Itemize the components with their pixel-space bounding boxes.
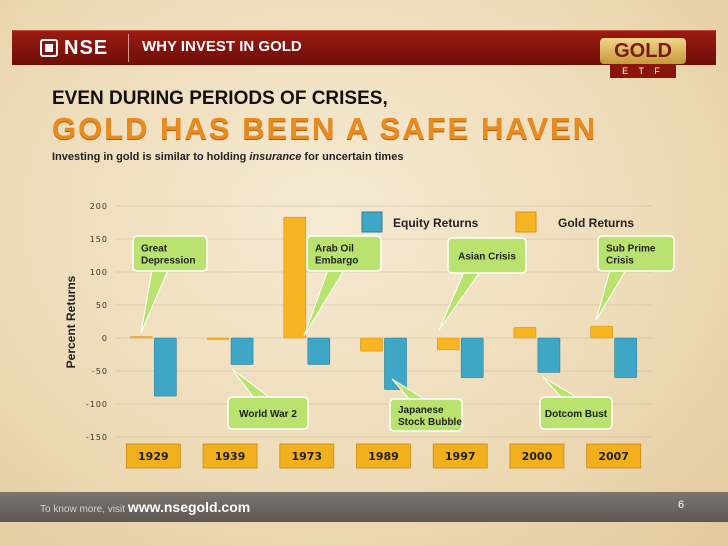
footer-url[interactable]: www.nsegold.com bbox=[127, 499, 251, 515]
callout-label: Sub Prime bbox=[606, 244, 656, 255]
callout-pointer bbox=[140, 269, 169, 334]
header-title: WHY INVEST IN GOLD bbox=[142, 38, 302, 55]
page-number: 6 bbox=[678, 499, 685, 511]
chart-legend: Equity Returns Gold Returns bbox=[361, 211, 634, 233]
callout-box bbox=[447, 237, 527, 274]
subtitle: Investing in gold is similar to holding … bbox=[52, 151, 403, 163]
equity-bar bbox=[307, 337, 331, 365]
callout-pointer bbox=[595, 269, 627, 321]
callout-label: World War 2 bbox=[239, 409, 297, 420]
category-labels: 1929 1939 1973 1989 1997 2000 2007 bbox=[125, 443, 642, 469]
heading-line-2: GOLD HAS BEEN A SAFE HAVEN bbox=[52, 111, 598, 146]
footer-bar bbox=[0, 492, 728, 522]
header-divider bbox=[128, 34, 129, 62]
callout-box bbox=[389, 398, 463, 432]
callout-box bbox=[539, 396, 613, 430]
callout-label: Stock Bubble bbox=[398, 417, 462, 428]
callout-label: Crisis bbox=[606, 256, 634, 267]
subtitle-pre: Investing in gold is similar to holding bbox=[52, 151, 250, 163]
callout-box bbox=[227, 396, 309, 430]
category-box bbox=[432, 443, 488, 469]
y-axis-label: Percent Returns bbox=[64, 275, 78, 368]
gold-bar bbox=[513, 327, 537, 339]
gold-badge-title: GOLD bbox=[600, 38, 686, 64]
category-box bbox=[202, 443, 258, 469]
gold-bar bbox=[283, 216, 307, 339]
category-box bbox=[509, 443, 565, 469]
callout-label: Dotcom Bust bbox=[545, 409, 608, 420]
equity-bar bbox=[230, 337, 254, 365]
legend-label: Equity Returns bbox=[393, 216, 479, 230]
category-label: 1997 bbox=[445, 450, 476, 463]
y-tick-label: -100 bbox=[86, 400, 108, 409]
y-tick-label: -50 bbox=[92, 367, 108, 376]
crisis-callout: World War 2 bbox=[227, 368, 309, 430]
gold-badge-subtitle: E T F bbox=[610, 64, 676, 78]
footer-prefix: To know more, visit bbox=[40, 504, 126, 515]
crisis-callout: Asian Crisis bbox=[438, 237, 527, 331]
gold-bar bbox=[360, 337, 383, 352]
equity-bar-legend-swatch bbox=[361, 211, 383, 233]
callout-label: Japanese bbox=[398, 405, 444, 416]
subtitle-post: for uncertain times bbox=[301, 151, 404, 163]
category-label: 1973 bbox=[291, 450, 322, 463]
gold-bar bbox=[130, 336, 153, 339]
header-bar bbox=[12, 30, 716, 65]
heading-line-1: EVEN DURING PERIODS OF CRISES, bbox=[52, 88, 388, 109]
category-label: 2007 bbox=[598, 450, 629, 463]
category-box bbox=[356, 443, 411, 469]
gold-bar-legend-swatch bbox=[515, 211, 537, 233]
gold-etf-badge: GOLD E T F bbox=[600, 38, 686, 78]
gold-bar bbox=[436, 337, 460, 351]
y-tick-label: -150 bbox=[86, 433, 108, 442]
callout-pointer bbox=[438, 271, 481, 331]
subtitle-emphasis: insurance bbox=[249, 151, 302, 163]
equity-bar bbox=[460, 337, 484, 378]
callout-label: Asian Crisis bbox=[458, 252, 516, 263]
callout-label: Arab Oil bbox=[315, 244, 354, 255]
y-tick-label: 100 bbox=[90, 268, 108, 277]
equity-bar bbox=[154, 337, 177, 397]
brand-name: NSE bbox=[64, 36, 109, 59]
callout-label: Embargo bbox=[315, 256, 358, 267]
legend-label: Gold Returns bbox=[558, 216, 634, 230]
y-tick-label: 0 bbox=[102, 334, 108, 343]
nse-logo-icon bbox=[40, 39, 58, 57]
equity-bar bbox=[384, 337, 407, 390]
callout-pointer bbox=[231, 368, 272, 399]
category-box bbox=[586, 443, 642, 469]
y-tick-label: 200 bbox=[90, 202, 108, 211]
y-tick-label: 150 bbox=[90, 235, 108, 244]
gold-bar bbox=[206, 337, 230, 340]
category-label: 1939 bbox=[215, 450, 246, 463]
category-box bbox=[279, 443, 335, 469]
nse-logo: NSE bbox=[40, 37, 108, 59]
equity-bar bbox=[614, 337, 637, 378]
callout-box bbox=[132, 235, 208, 272]
callout-label: Great bbox=[141, 244, 168, 255]
category-label: 1929 bbox=[138, 450, 169, 463]
gold-bar bbox=[590, 325, 613, 339]
y-ticks: -150 -100 -50 0 50 100 150 200 bbox=[86, 202, 108, 442]
y-tick-label: 50 bbox=[96, 301, 108, 310]
crisis-callout: Dotcom Bust bbox=[539, 376, 613, 430]
equity-bar bbox=[537, 337, 561, 373]
callout-box bbox=[597, 235, 675, 272]
category-label: 1989 bbox=[368, 450, 399, 463]
footer-text: To know more, visit www.nsegold.com bbox=[40, 499, 250, 515]
category-box bbox=[125, 443, 181, 469]
callout-pointer bbox=[542, 376, 580, 399]
callout-label: Depression bbox=[141, 256, 195, 267]
category-label: 2000 bbox=[522, 450, 553, 463]
callout-box bbox=[306, 235, 382, 272]
chart-bars bbox=[130, 216, 637, 397]
callout-pointer bbox=[303, 269, 345, 337]
